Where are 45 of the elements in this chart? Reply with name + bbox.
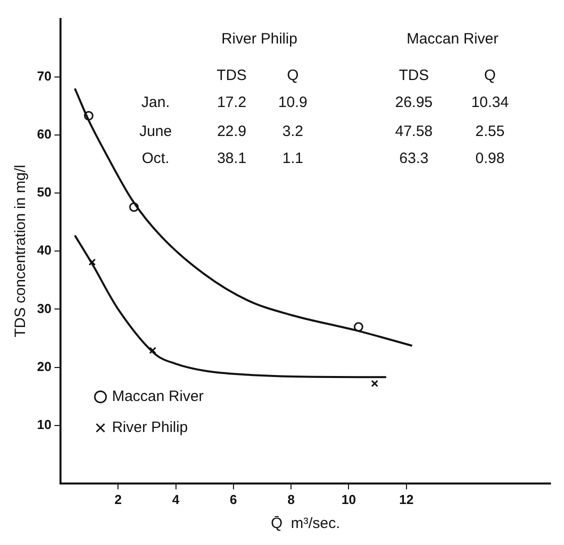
annotation: Q <box>484 66 496 84</box>
legend-label: Maccan River <box>112 388 204 406</box>
annotation: TDS <box>216 66 247 84</box>
point <box>88 258 96 266</box>
annotation: 63.3 <box>399 150 428 167</box>
y-tick-label: 50 <box>36 184 52 200</box>
point <box>371 380 378 388</box>
legend-label: River Philip <box>112 419 188 436</box>
y-tick-label: 60 <box>36 126 52 142</box>
annotation: 47.58 <box>395 123 433 140</box>
y-tick-label: 20 <box>36 358 52 374</box>
annotation: 0.98 <box>475 150 505 167</box>
annotation: 10.9 <box>278 94 308 112</box>
y-tick-label: 40 <box>36 242 52 258</box>
annotation: River Philip <box>221 30 298 48</box>
point <box>149 346 156 354</box>
annotation: Oct. <box>142 150 170 167</box>
y-axis-title: TDS concentration in mg/l <box>12 164 30 338</box>
x-tick-label: 6 <box>230 492 238 507</box>
annotation: June <box>139 123 172 140</box>
x-tick-label: 8 <box>287 492 295 507</box>
annotation: Q <box>286 66 299 84</box>
annotation: TDS <box>398 66 429 84</box>
point <box>84 111 94 121</box>
line-series <box>74 234 388 378</box>
annotation: 26.95 <box>395 94 433 112</box>
annotation: 10.34 <box>471 94 509 112</box>
x-axis-title: Q̄ m³/sec. <box>270 515 340 532</box>
annotation: 17.2 <box>217 94 246 112</box>
annotation: 3.2 <box>282 123 304 140</box>
annotation: 22.9 <box>217 123 246 140</box>
point <box>129 202 139 212</box>
y-tick-label: 10 <box>36 416 52 432</box>
annotation: Jan. <box>141 94 170 112</box>
annotation: 38.1 <box>217 150 246 167</box>
annotation: 1.1 <box>282 150 304 167</box>
annotation: Maccan River <box>406 30 498 48</box>
x-tick-label: 4 <box>172 492 180 507</box>
x-tick-label: 10 <box>341 492 356 507</box>
point <box>354 322 364 332</box>
annotation: 2.55 <box>475 123 505 140</box>
y-tick-label: 30 <box>36 300 52 316</box>
y-tick-label: 70 <box>36 68 52 84</box>
x-tick-label: 12 <box>399 492 414 507</box>
x-tick-label: 2 <box>114 492 122 507</box>
